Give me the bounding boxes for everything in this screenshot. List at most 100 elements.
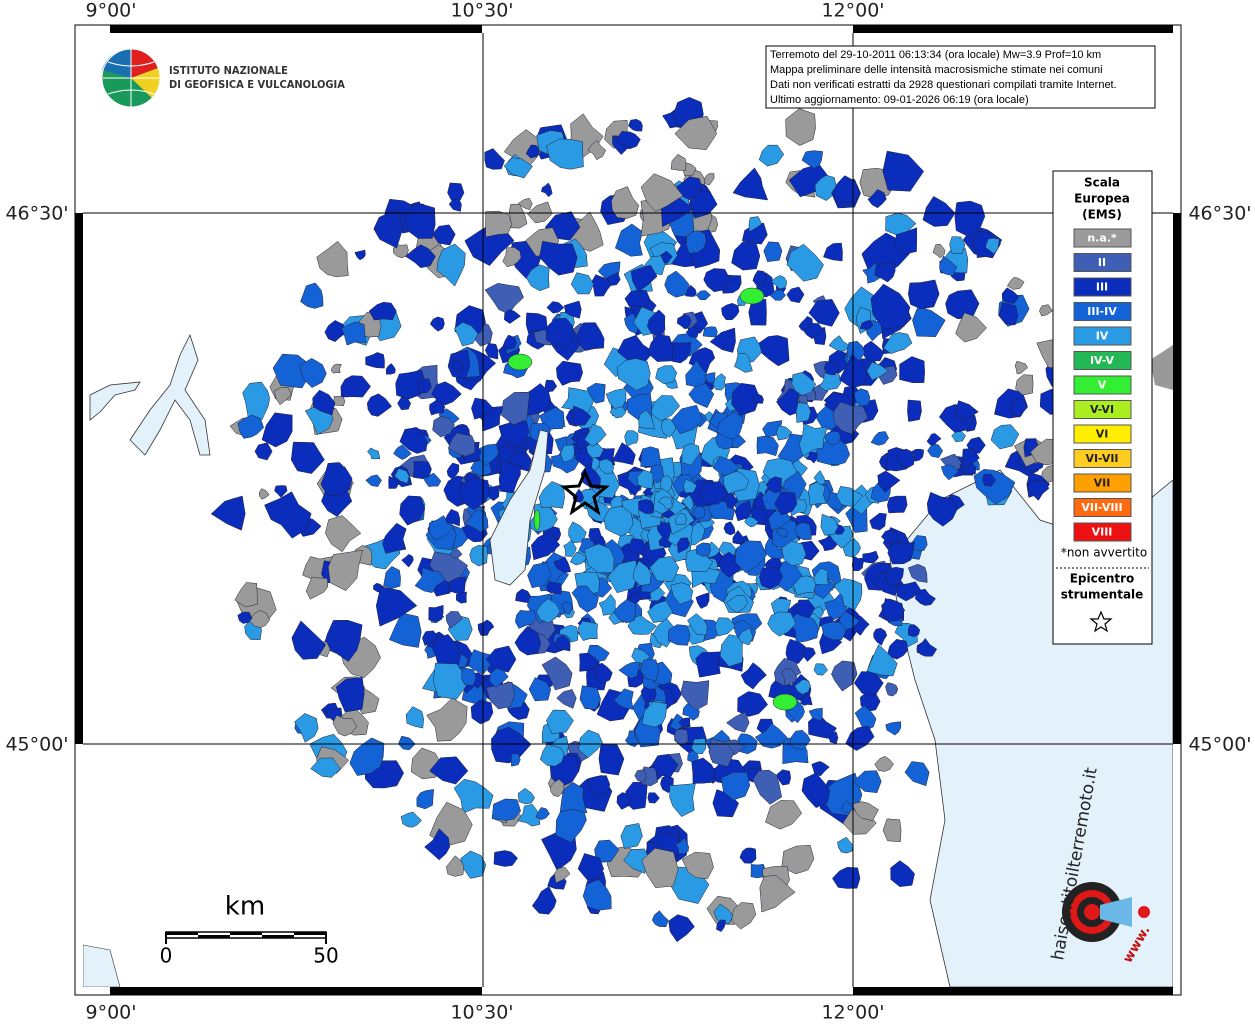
municipality (817, 534, 838, 552)
municipality (612, 442, 636, 465)
municipality (748, 216, 763, 233)
municipality (882, 818, 902, 843)
municipality (821, 621, 847, 641)
municipality (1010, 397, 1028, 418)
info-box (765, 45, 1156, 109)
municipality (774, 491, 798, 516)
municipality (577, 322, 605, 351)
municipality (447, 182, 465, 201)
legend-swatch (1073, 400, 1132, 419)
municipality (688, 347, 716, 374)
municipality (798, 423, 828, 457)
municipality (605, 387, 627, 409)
municipality (583, 543, 615, 574)
municipality (553, 867, 571, 884)
municipality (652, 753, 679, 778)
municipality (907, 399, 922, 422)
municipality (907, 563, 928, 583)
municipality (640, 659, 660, 682)
municipality (795, 402, 811, 423)
municipality (820, 513, 839, 536)
municipality (299, 358, 327, 388)
municipality (951, 430, 966, 443)
municipality (544, 379, 558, 393)
municipality (677, 537, 691, 554)
municipality (685, 326, 699, 338)
municipality (422, 630, 440, 646)
municipality (582, 879, 612, 911)
municipality (634, 769, 647, 783)
municipality (723, 470, 750, 495)
municipality (627, 538, 647, 555)
municipality (412, 461, 432, 479)
municipality (882, 150, 925, 192)
municipality (766, 476, 783, 493)
municipality (613, 599, 636, 624)
municipality (368, 301, 397, 321)
municipality (1015, 374, 1034, 396)
legend-epicenter: Epicentro (1070, 572, 1135, 586)
municipality (1006, 277, 1025, 290)
municipality (507, 353, 533, 371)
municipality (210, 495, 246, 531)
municipality (833, 578, 863, 611)
municipality (340, 375, 371, 398)
municipality (382, 522, 407, 554)
lon-label: 9°00' (86, 1002, 137, 1024)
municipality (393, 444, 412, 460)
municipality (791, 372, 817, 396)
municipality (704, 372, 716, 384)
municipality (584, 423, 607, 447)
municipality (556, 360, 583, 386)
municipality (668, 914, 695, 943)
municipality (1039, 304, 1053, 317)
municipality (765, 800, 803, 830)
municipality (404, 244, 436, 269)
municipality (431, 381, 462, 406)
municipality (914, 588, 936, 606)
legend-title: Scala (1084, 176, 1120, 190)
municipality (781, 540, 807, 567)
municipality (1001, 287, 1020, 304)
municipality (327, 549, 363, 592)
border-bar (110, 987, 482, 995)
municipality (624, 289, 650, 308)
municipality (325, 515, 362, 553)
municipality (579, 685, 601, 710)
municipality (638, 499, 654, 514)
municipality (261, 412, 293, 448)
municipality (904, 761, 930, 787)
municipality (546, 709, 574, 734)
municipality (614, 223, 643, 257)
municipality (365, 352, 385, 369)
municipality (484, 343, 499, 360)
municipality (759, 875, 796, 913)
municipality (464, 509, 489, 533)
municipality (926, 491, 958, 527)
municipality (732, 167, 769, 201)
municipality (607, 559, 638, 594)
legend-swatch (1073, 277, 1132, 297)
municipality (785, 638, 810, 664)
municipality (698, 481, 728, 505)
municipality (955, 312, 987, 343)
municipality (828, 335, 850, 352)
municipality (237, 414, 264, 439)
municipality (455, 591, 467, 604)
municipality (785, 108, 816, 146)
municipality (493, 850, 518, 867)
municipality (801, 772, 831, 809)
municipality (998, 302, 1019, 326)
municipality (767, 611, 797, 637)
municipality (546, 580, 562, 595)
municipality (394, 468, 410, 484)
municipality (367, 447, 381, 460)
municipality (446, 462, 460, 480)
municipality (939, 255, 958, 277)
municipality (853, 388, 871, 407)
municipality (594, 839, 620, 864)
municipality (824, 430, 842, 446)
municipality (681, 851, 714, 879)
legend-swatch (1073, 326, 1132, 346)
municipality (685, 230, 707, 254)
